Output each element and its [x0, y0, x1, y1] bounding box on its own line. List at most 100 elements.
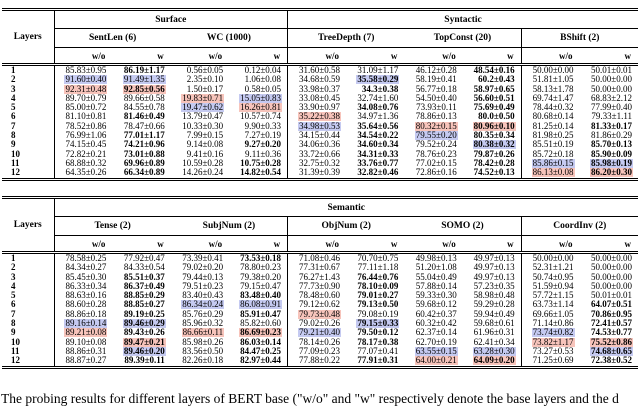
value-cell: 61.96±0.31 [462, 328, 522, 338]
value-cell: 50.00±0.00 [521, 253, 579, 264]
value: 72.41±0.57 [591, 319, 632, 329]
layers-header: Layers [2, 9, 55, 66]
value-cell: 79.44±0.13 [171, 273, 229, 282]
value: 88.86±0.18 [65, 309, 107, 319]
value-cell: 86.13±0.08 [521, 168, 579, 179]
value-cell: 33.90±0.97 [288, 103, 346, 112]
value-cell: 77.31±0.67 [288, 263, 346, 272]
value: 89.47±0.21 [122, 337, 166, 347]
value: 85.76±0.29 [182, 309, 224, 319]
value-cell: 79.08±0.19 [346, 310, 404, 319]
value: 72.38±0.52 [591, 356, 632, 366]
table-row: 4 89.70±0.79 89.66±0.58 19.83±0.71 15.05±0.8… [2, 93, 638, 104]
value: 50.00±0.00 [591, 281, 632, 291]
value: 57.88±0.14 [415, 281, 457, 291]
semantic-table: Layers Semantic Tense (2) SubjNum (2) ObjNum… [2, 196, 638, 369]
value-cell: 80.96±0.10 [462, 121, 522, 132]
value-cell: 14.26±0.24 [171, 168, 229, 179]
value: 75.52±0.86 [590, 337, 633, 347]
value: 76.44±0.76 [357, 272, 399, 282]
value-cell: 84.47±0.25 [229, 346, 289, 357]
value-cell: 86.66±0.11 [171, 328, 229, 338]
value: 83.40±0.43 [182, 291, 224, 301]
value-cell: 75.52±0.86 [580, 337, 638, 347]
value: 64.07±0.51 [591, 300, 632, 310]
value: 84.47±0.25 [240, 346, 282, 356]
value-cell: 60.2±0.43 [462, 75, 522, 85]
value: 77.88±0.22 [299, 356, 340, 366]
value-cell: 80.38±0.32 [462, 140, 522, 150]
value: 60.2±0.43 [478, 75, 515, 85]
value: 61.96±0.31 [473, 328, 515, 338]
value-cell: 77.88±0.22 [288, 356, 346, 367]
value-cell: 34.08±0.76 [346, 103, 404, 112]
layer-number: 6 [2, 300, 55, 310]
value-cell: 34.06±0.36 [288, 140, 346, 149]
value: 81.86±0.29 [591, 131, 632, 141]
value: 79.50±0.12 [357, 328, 399, 338]
value: 70.86±0.95 [591, 309, 632, 319]
value: 78.58±0.25 [65, 253, 107, 263]
layer-number: 7 [2, 309, 55, 320]
value-cell: 91.49±1.35 [112, 75, 170, 85]
value: 62.70±0.19 [415, 337, 457, 347]
value: 51.20±1.08 [415, 263, 457, 273]
layer-number: 4 [2, 281, 55, 292]
value: 85.96±0.32 [182, 319, 224, 329]
value-cell: 83.48±0.40 [229, 291, 289, 301]
value-cell: 78.48±0.60 [288, 291, 346, 300]
value-cell: 14.82±0.54 [229, 168, 289, 180]
value-cell: 58.98±0.48 [462, 291, 522, 301]
value-cell: 81.46±0.49 [112, 112, 170, 121]
value-cell: 85.82±0.60 [229, 319, 289, 329]
value-cell: 88.86±0.31 [54, 347, 112, 356]
value: 58.19±0.41 [415, 75, 457, 85]
group-header: Syntactic [287, 9, 638, 29]
value-cell: 16.26±0.81 [229, 103, 289, 113]
value-cell: 63.28±0.30 [462, 346, 522, 357]
value-cell: 58.97±0.65 [462, 84, 522, 94]
value-cell: 69.66±1.05 [521, 310, 579, 319]
table-row: 11 88.86±0.31 89.46±0.20 83.56±0.50 84.47±0.… [2, 346, 638, 357]
value-cell: 32.74±1.60 [346, 94, 404, 103]
value: 57.23±0.35 [473, 281, 515, 291]
value: 85.83±0.95 [65, 65, 107, 75]
value-cell: 7.27±0.19 [229, 131, 289, 141]
value-cell: 0.58±0.05 [229, 84, 289, 94]
value: 81.10±0.81 [65, 112, 107, 122]
value-cell: 0.56±0.05 [171, 65, 229, 76]
value-cell: 59.33±0.30 [404, 291, 462, 300]
value: 89.19±0.25 [123, 309, 165, 319]
value: 50.74±0.95 [532, 272, 574, 282]
value-cell: 9.90±0.33 [229, 121, 289, 132]
table-row: 3 85.45±0.30 85.51±0.37 79.44±0.13 79.38±0.2… [2, 272, 638, 282]
value-cell: 35.58±0.29 [346, 75, 404, 85]
layer-number: 12 [2, 356, 55, 368]
value: 55.04±0.49 [415, 272, 457, 282]
value: 85.90±0.09 [591, 149, 632, 159]
value-cell: 78.80±0.23 [229, 263, 289, 273]
subheader-w: w [345, 235, 405, 254]
table-row: 3 92.31±0.48 92.85±0.56 1.50±0.17 0.58±0.05 3… [2, 84, 638, 94]
value-cell: 63.73±1.14 [521, 300, 579, 309]
value-cell: 69.74±1.47 [521, 94, 579, 103]
value: 74.53±0.77 [591, 328, 632, 338]
value: 89.46±0.29 [122, 319, 166, 329]
value-cell: 77.02±0.15 [404, 159, 462, 168]
value-cell: 78.76±0.23 [404, 150, 462, 159]
value-cell: 79.13±0.50 [346, 300, 404, 309]
value: 49.97±0.13 [473, 253, 515, 263]
value-cell: 85.90±0.09 [580, 150, 638, 159]
value-cell: 85.76±0.29 [171, 310, 229, 319]
value: 33.08±0.45 [299, 93, 340, 103]
value-cell: 78.47±0.66 [112, 122, 170, 131]
value: 78.44±0.32 [532, 103, 574, 113]
value-cell: 89.43±0.26 [112, 328, 170, 337]
value-cell: 82.97±0.44 [229, 356, 289, 368]
value-cell: 60.42±0.37 [404, 310, 462, 319]
value: 34.06±0.36 [299, 140, 340, 150]
value: 79.15±0.33 [356, 319, 400, 329]
layer-number: 8 [2, 131, 55, 141]
value-cell: 62.37±0.14 [404, 328, 462, 337]
value: 89.16±0.14 [64, 319, 108, 329]
